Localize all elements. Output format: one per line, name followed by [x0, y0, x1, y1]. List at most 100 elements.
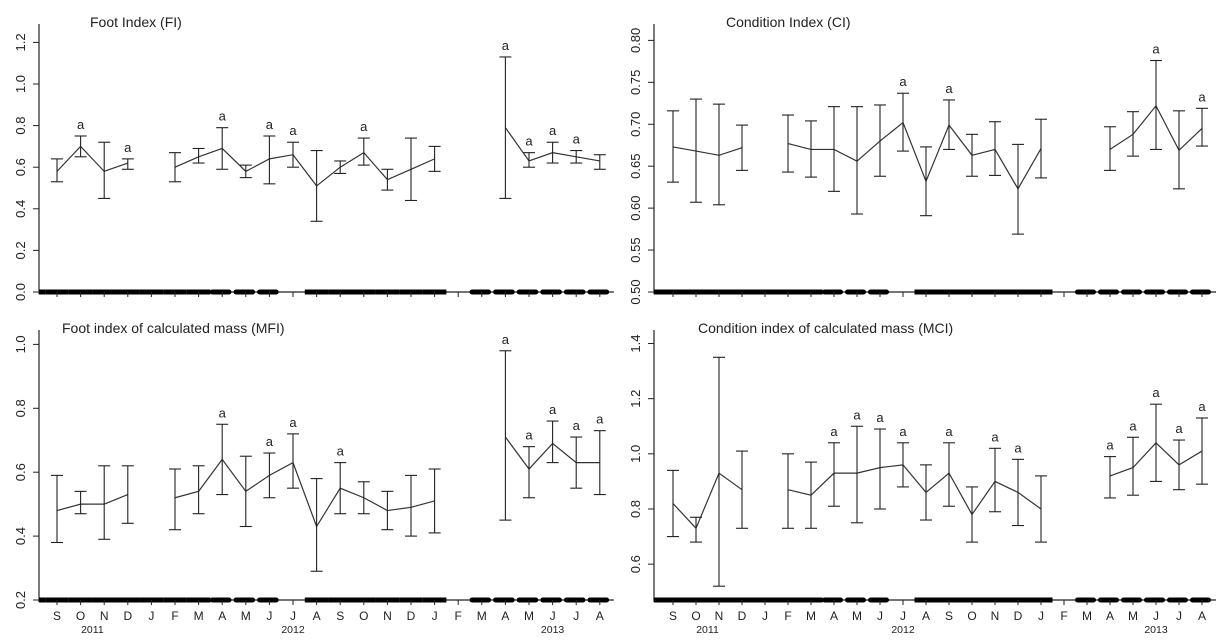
series-line — [174, 458, 435, 528]
panel-title: Condition index of calculated mass (MCI) — [698, 320, 953, 336]
significance-letter: a — [124, 140, 132, 155]
significance-letter: a — [219, 405, 227, 420]
year-label: 2012 — [891, 624, 915, 636]
x-tick-label: J — [1153, 609, 1159, 623]
y-tick-label: 0.6 — [13, 158, 28, 176]
significance-letter: a — [1129, 418, 1137, 433]
series-line — [672, 472, 743, 530]
x-tick-label: M — [477, 609, 487, 623]
x-tick-label: F — [455, 609, 462, 623]
x-tick-label: A — [922, 609, 930, 623]
x-tick-label: O — [967, 609, 976, 623]
x-tick-label: S — [945, 609, 953, 623]
y-tick-label: 1.4 — [628, 334, 643, 352]
x-tick-label: J — [900, 609, 906, 623]
x-tick-label: N — [383, 609, 392, 623]
significance-letter: a — [502, 332, 510, 347]
x-tick-label: S — [336, 609, 344, 623]
x-tick-label: F — [1060, 609, 1067, 623]
x-tick-label: F — [784, 609, 791, 623]
significance-letter: a — [1152, 42, 1160, 57]
y-tick-label: 0.70 — [628, 112, 643, 137]
year-label: 2012 — [281, 624, 305, 636]
series-line — [56, 145, 128, 173]
y-tick-label: 0.8 — [13, 117, 28, 135]
y-tick-label: 0.0 — [13, 283, 28, 301]
x-tick-label: A — [313, 609, 321, 623]
x-tick-label: J — [550, 609, 556, 623]
x-tick-label: N — [991, 609, 1000, 623]
significance-letter: a — [360, 119, 368, 134]
x-tick-label: A — [830, 609, 838, 623]
x-tick-label: A — [501, 609, 509, 623]
y-tick-label: 0.80 — [628, 28, 643, 53]
significance-letter: a — [1175, 421, 1183, 436]
significance-letter: a — [991, 429, 999, 444]
significance-letter: a — [549, 402, 557, 417]
panel-title: Foot index of calculated mass (MFI) — [62, 320, 285, 336]
panel-foot-index-calculated-mass: Foot index of calculated mass (MFI) 0.2 0… — [13, 320, 614, 609]
y-tick-label: 0.65 — [628, 154, 643, 179]
x-tick-label: S — [53, 609, 61, 623]
y-tick-label: 0.55 — [628, 237, 643, 262]
y-tick-label: 1.0 — [13, 75, 28, 93]
significance-letter: a — [945, 424, 953, 439]
significance-letter: a — [596, 412, 604, 427]
y-tick-label: 0.8 — [628, 500, 643, 518]
y-tick-label: 0.6 — [13, 463, 28, 481]
x-tick-label: J — [266, 609, 272, 623]
x-tick-label: D — [1014, 609, 1023, 623]
x-tick-label: O — [691, 609, 700, 623]
series-line — [56, 494, 129, 512]
significance-letter: a — [219, 109, 227, 124]
x-tick-label: A — [1198, 609, 1206, 623]
x-tick-label: A — [218, 609, 226, 623]
significance-letter: a — [266, 117, 274, 132]
significance-letter: a — [853, 407, 861, 422]
significance-letter: a — [1198, 89, 1206, 104]
significance-letter: a — [337, 444, 345, 459]
significance-letter: a — [266, 434, 274, 449]
x-tick-label: A — [1106, 609, 1114, 623]
series-line — [787, 464, 1042, 516]
y-tick-label: 0.6 — [628, 555, 643, 573]
x-tick-label: S — [669, 609, 677, 623]
x-tick-label: D — [123, 609, 132, 623]
y-tick-label: 0.8 — [13, 399, 28, 417]
x-tick-label: O — [76, 609, 85, 623]
panel-title: Foot Index (FI) — [90, 14, 182, 30]
significance-letter: a — [289, 415, 297, 430]
series-line — [174, 147, 435, 187]
x-tick-label: M — [1128, 609, 1138, 623]
x-tick-label: J — [1038, 609, 1044, 623]
x-tick-label: D — [407, 609, 416, 623]
significance-letter: a — [573, 418, 581, 433]
significance-letter: a — [899, 424, 907, 439]
y-tick-label: 1.0 — [628, 445, 643, 463]
y-tick-label: 1.2 — [13, 33, 28, 51]
y-tick-label: 0.2 — [13, 591, 28, 609]
significance-letter: a — [1152, 385, 1160, 400]
year-label: 2013 — [541, 624, 565, 636]
significance-letter: a — [945, 81, 953, 96]
x-tick-label: J — [432, 609, 438, 623]
x-tick-label: J — [290, 609, 296, 623]
significance-letter: a — [77, 117, 85, 132]
x-tick-label: M — [852, 609, 862, 623]
x-tick-label: M — [241, 609, 251, 623]
panel-foot-index: Foot Index (FI) 0.00.20.40.60.81.01.2aaa… — [13, 14, 614, 301]
x-tick-label: O — [359, 609, 368, 623]
x-tick-label: J — [877, 609, 883, 623]
significance-letter: a — [502, 38, 510, 53]
x-tick-label: D — [738, 609, 747, 623]
y-tick-label: 0.75 — [628, 70, 643, 95]
panel-condition-index: Condition Index (CI) 0.50 0.55 0.60 0.65 0.7… — [628, 14, 1216, 305]
significance-letter: a — [1106, 438, 1114, 453]
y-tick-label: 1.2 — [628, 390, 643, 408]
x-tick-label: M — [524, 609, 534, 623]
y-tick-label: 0.60 — [628, 195, 643, 220]
x-tick-label: N — [715, 609, 724, 623]
